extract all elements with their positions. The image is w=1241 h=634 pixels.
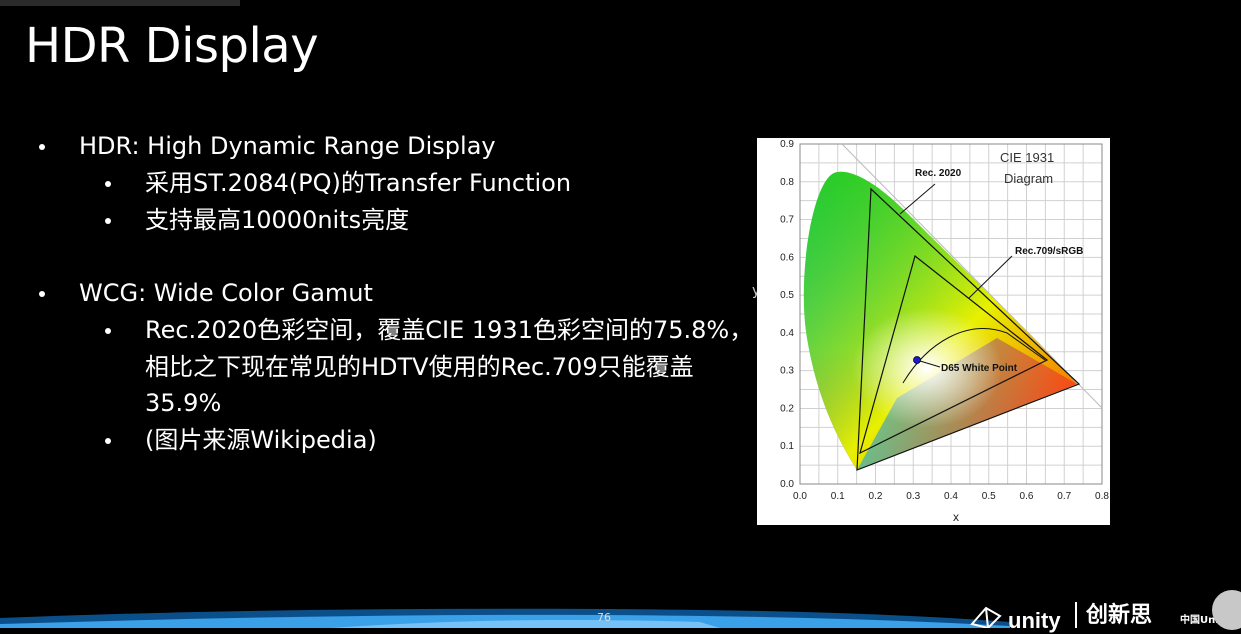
bullet-rec2020: Rec.2020色彩空间，覆盖CIE 1931色彩空间的75.8%， <box>145 316 754 344</box>
x-tick-label: 0.6 <box>1020 491 1034 502</box>
y-tick-label: 0.3 <box>780 366 794 377</box>
y-tick-label: 0.2 <box>780 403 794 414</box>
bullet-hdr: HDR: High Dynamic Range Display <box>79 132 496 160</box>
unity-logo-icon <box>970 606 1002 628</box>
logo-cn-text: 创新思 <box>1086 603 1153 628</box>
x-tick-label: 0.0 <box>793 491 807 502</box>
spectral-locus <box>803 171 1078 471</box>
bullet-dot <box>105 328 111 334</box>
y-axis-label: y <box>752 283 760 299</box>
bullet-list: HDR: High Dynamic Range Display 采用ST.208… <box>0 0 753 500</box>
diagram-title-line2: Diagram <box>1004 171 1053 186</box>
bullet-rec2020-cont1: 相比之下现在常见的HDTV使用的Rec.709只能覆盖 <box>145 353 694 381</box>
x-tick-label: 0.1 <box>831 491 845 502</box>
bullet-dot <box>39 291 45 297</box>
diagonal-line <box>841 143 1103 409</box>
unity-logo-text: unity <box>1008 608 1061 633</box>
bullet-dot <box>105 218 111 224</box>
y-tick-label: 0.7 <box>780 215 794 226</box>
y-tick-label: 0.5 <box>780 290 794 301</box>
bullet-dot <box>105 181 111 187</box>
y-tick-label: 0.9 <box>780 139 794 150</box>
x-tick-label: 0.7 <box>1057 491 1071 502</box>
y-tick-labels: 0.0 0.1 0.2 0.3 0.4 0.5 0.6 0.7 0.8 0.9 <box>780 139 794 490</box>
top-strip <box>0 0 240 6</box>
y-tick-label: 0.6 <box>780 252 794 263</box>
d65-white-point <box>913 356 921 364</box>
bullet-wcg: WCG: Wide Color Gamut <box>79 279 373 307</box>
x-tick-label: 0.5 <box>982 491 996 502</box>
bullet-dot <box>105 438 111 444</box>
y-tick-label: 0.4 <box>780 328 794 339</box>
cie-diagram: Rec. 2020 Rec.709/sRGB D65 White Point C… <box>780 139 1109 524</box>
bullet-transfer-function: 采用ST.2084(PQ)的Transfer Function <box>145 169 572 197</box>
x-tick-labels: 0.0 0.1 0.2 0.3 0.4 0.5 0.6 0.7 0.8 <box>793 491 1109 502</box>
y-tick-label: 0.0 <box>780 479 794 490</box>
logo-cn-small-text: 中国Unity <box>1180 615 1230 626</box>
x-tick-label: 0.8 <box>1095 491 1109 502</box>
d65-label: D65 White Point <box>941 363 1018 374</box>
rec709-arrow <box>968 255 1013 299</box>
diagram-title-line1: CIE 1931 <box>1000 150 1054 165</box>
cie-diagram-figure: Rec. 2020 Rec.709/sRGB D65 White Point C… <box>757 138 1110 525</box>
rec2020-arrow <box>899 183 936 215</box>
page-number: 76 <box>597 611 611 624</box>
bullet-rec2020-cont2: 35.9% <box>145 389 222 417</box>
x-tick-label: 0.3 <box>906 491 920 502</box>
rec2020-label: Rec. 2020 <box>915 168 962 179</box>
rec2020-triangle <box>856 187 1081 471</box>
bottom-wave-band <box>0 608 1010 628</box>
x-axis-label: x <box>953 510 959 524</box>
corner-avatar-widget[interactable] <box>1212 590 1241 630</box>
x-tick-label: 0.4 <box>944 491 958 502</box>
bullet-dot <box>39 144 45 150</box>
slide-title: HDR Display <box>25 18 319 74</box>
bullet-source: (图片来源Wikipedia) <box>145 426 377 454</box>
bullet-nits: 支持最高10000nits亮度 <box>145 206 410 234</box>
rec709-label: Rec.709/sRGB <box>1015 246 1083 257</box>
y-tick-label: 0.1 <box>780 441 794 452</box>
d65-arrow <box>919 360 941 368</box>
plot-frame <box>799 143 1103 485</box>
planckian-locus <box>902 328 1046 384</box>
rec709-triangle <box>859 254 1049 455</box>
y-tick-label: 0.8 <box>780 177 794 188</box>
logo-separator <box>1075 602 1077 628</box>
x-tick-label: 0.2 <box>869 491 883 502</box>
